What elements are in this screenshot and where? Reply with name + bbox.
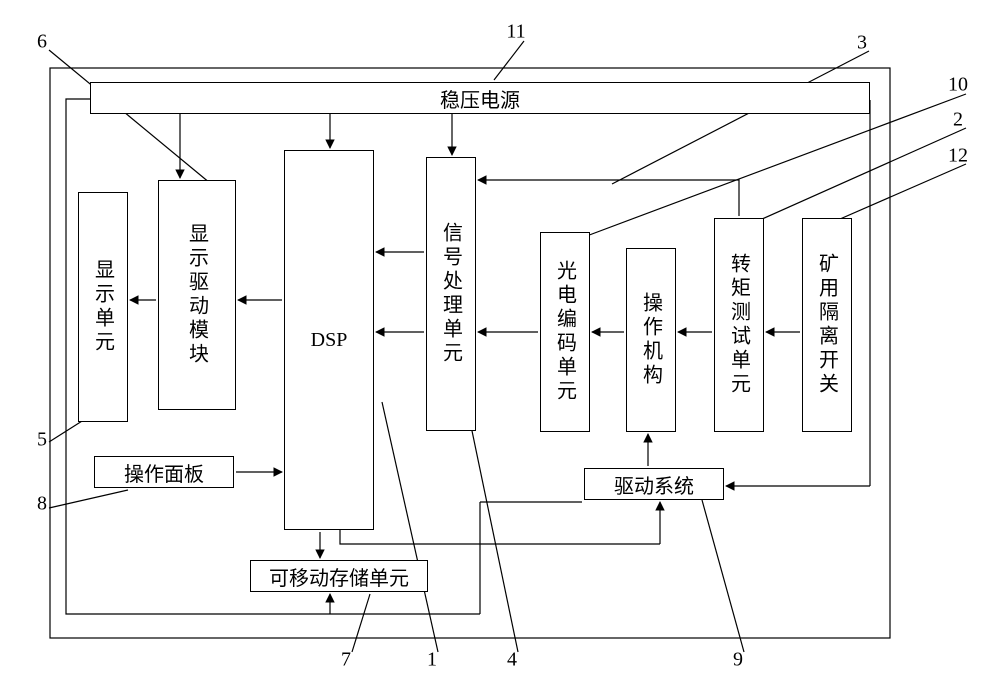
callout-1: 1 [427, 649, 437, 672]
block-mech: 操作机构 [626, 248, 676, 432]
block-mech-label: 操作机构 [637, 292, 666, 388]
block-storage: 可移动存储单元 [250, 560, 428, 592]
callout-9: 9 [733, 649, 743, 672]
block-signal: 信号处理单元 [426, 157, 476, 431]
block-torque: 转矩测试单元 [714, 218, 764, 432]
callout-6: 6 [37, 31, 47, 54]
block-display: 显示单元 [78, 192, 128, 422]
block-dsp-label: DSP [311, 329, 348, 352]
block-panel: 操作面板 [94, 456, 234, 488]
callout-4: 4 [507, 649, 517, 672]
block-display-label: 显示单元 [89, 259, 118, 355]
block-ddrive-label: 显示驱动模块 [183, 223, 212, 367]
block-panel-label: 操作面板 [124, 458, 204, 487]
callout-5: 5 [37, 429, 47, 452]
block-power: 稳压电源 [90, 82, 870, 114]
block-switch-label: 矿用隔离开关 [813, 253, 842, 397]
block-ddrive: 显示驱动模块 [158, 180, 236, 410]
block-drive-label: 驱动系统 [614, 470, 694, 499]
callout-7: 7 [341, 649, 351, 672]
callout-12: 12 [948, 145, 968, 168]
block-signal-label: 信号处理单元 [437, 222, 466, 366]
block-switch: 矿用隔离开关 [802, 218, 852, 432]
block-storage-label: 可移动存储单元 [269, 562, 409, 591]
callout-11: 11 [506, 21, 525, 44]
block-torque-label: 转矩测试单元 [725, 253, 754, 397]
callout-2: 2 [953, 109, 963, 132]
callout-10: 10 [948, 74, 968, 97]
block-power-label: 稳压电源 [440, 84, 520, 113]
block-drive: 驱动系统 [584, 468, 724, 500]
callout-8: 8 [37, 493, 47, 516]
block-opto: 光电编码单元 [540, 232, 590, 432]
callout-3: 3 [857, 32, 867, 55]
block-opto-label: 光电编码单元 [551, 260, 580, 404]
block-dsp: DSP [284, 150, 374, 530]
